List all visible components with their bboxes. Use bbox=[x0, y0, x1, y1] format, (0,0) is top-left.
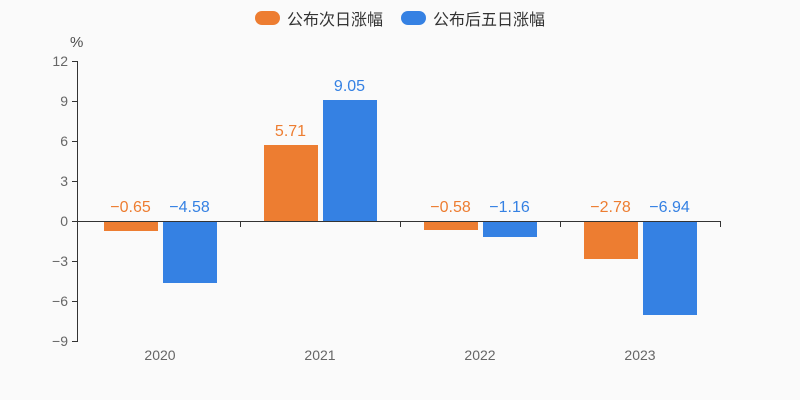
bar-value-label: −1.16 bbox=[489, 199, 530, 216]
y-axis-tick-label: 9 bbox=[60, 93, 68, 109]
y-axis-tick-label: 0 bbox=[60, 213, 68, 229]
x-axis-label: 2023 bbox=[624, 347, 656, 363]
y-axis-tick bbox=[72, 341, 77, 342]
y-axis-tick bbox=[72, 221, 77, 222]
legend-label-five-day: 公布后五日涨幅 bbox=[433, 12, 546, 29]
y-axis-tick-label: −9 bbox=[52, 333, 68, 349]
bar-value-label: −6.94 bbox=[649, 199, 690, 216]
y-axis-tick bbox=[72, 301, 77, 302]
bar-value-label: 9.05 bbox=[333, 78, 366, 96]
y-axis-line bbox=[77, 61, 78, 342]
bar bbox=[322, 100, 377, 221]
x-axis-label: 2020 bbox=[144, 347, 176, 363]
legend-label-next-day: 公布次日涨幅 bbox=[286, 12, 383, 29]
legend-item-next-day-change[interactable]: 公布次日涨幅 bbox=[254, 6, 383, 30]
y-axis-tick-label: −6 bbox=[52, 293, 68, 309]
bar-value-label: 5.71 bbox=[274, 122, 307, 140]
legend-item-five-day-change[interactable]: 公布后五日涨幅 bbox=[401, 6, 545, 30]
x-axis-line bbox=[77, 221, 721, 222]
bar bbox=[162, 222, 217, 284]
y-axis-tick bbox=[72, 141, 77, 142]
bar bbox=[642, 222, 697, 315]
bar-value-label: −2.78 bbox=[590, 199, 631, 216]
y-axis-tick-label: 3 bbox=[60, 173, 68, 189]
x-axis-label: 2022 bbox=[464, 347, 496, 363]
y-axis-tick bbox=[72, 181, 77, 182]
bar bbox=[583, 222, 638, 260]
y-axis-tick-label: 12 bbox=[52, 53, 68, 69]
bar-value-label: −0.65 bbox=[110, 199, 151, 216]
x-axis-tick bbox=[720, 222, 721, 227]
bar-value-label: −4.58 bbox=[169, 199, 210, 216]
bar bbox=[103, 222, 158, 231]
y-axis-tick bbox=[72, 61, 77, 62]
bar bbox=[482, 222, 537, 238]
x-axis-tick bbox=[240, 222, 241, 227]
bar bbox=[263, 144, 318, 221]
x-axis-tick bbox=[560, 222, 561, 227]
legend: 公布次日涨幅 公布后五日涨幅 bbox=[0, 5, 800, 31]
y-axis-unit-label: % bbox=[70, 34, 84, 51]
x-axis-tick bbox=[400, 222, 401, 227]
bar bbox=[423, 222, 478, 230]
y-axis-tick bbox=[72, 261, 77, 262]
y-axis-tick bbox=[72, 101, 77, 102]
legend-swatch-five-day bbox=[401, 11, 426, 25]
y-axis-tick-label: −3 bbox=[52, 253, 68, 269]
bar-value-label: −0.58 bbox=[430, 199, 471, 216]
y-axis-tick-label: 6 bbox=[60, 133, 68, 149]
legend-swatch-next-day bbox=[254, 11, 280, 25]
x-axis-label: 2021 bbox=[304, 347, 336, 363]
